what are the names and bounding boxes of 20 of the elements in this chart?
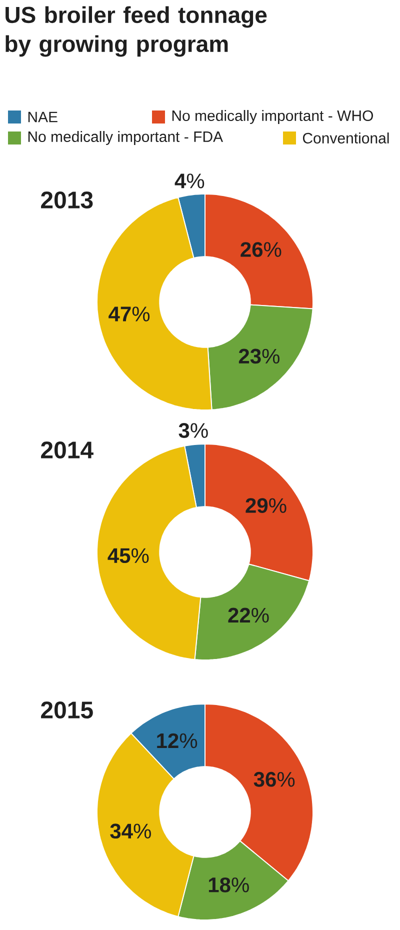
- chart-title: 2015: [41, 702, 93, 718]
- legend-label: Conventional: [302, 132, 389, 144]
- data-label: 34%: [110, 824, 151, 839]
- legend-label: No medically important - FDA: [28, 131, 224, 145]
- legend-label: No medically important - WHO: [172, 110, 373, 124]
- text: US broiler feed tonnage by growing program: [6, 6, 267, 57]
- data-label: 4%: [174, 174, 204, 188]
- data-label: 26%: [240, 242, 282, 257]
- data-label: 22%: [228, 608, 269, 623]
- text: 2014: [41, 442, 94, 458]
- data-label: 18%: [208, 877, 249, 892]
- data-label: 23%: [238, 348, 280, 364]
- data-label: 47%: [108, 306, 150, 322]
- data-label: 3%: [178, 423, 208, 438]
- data-label: 29%: [246, 498, 286, 513]
- legend-label: NAE: [28, 112, 58, 122]
- data-label: 45%: [108, 548, 149, 564]
- text: 2013: [41, 191, 93, 209]
- data-label: 36%: [254, 772, 295, 787]
- data-label: 12%: [157, 733, 198, 748]
